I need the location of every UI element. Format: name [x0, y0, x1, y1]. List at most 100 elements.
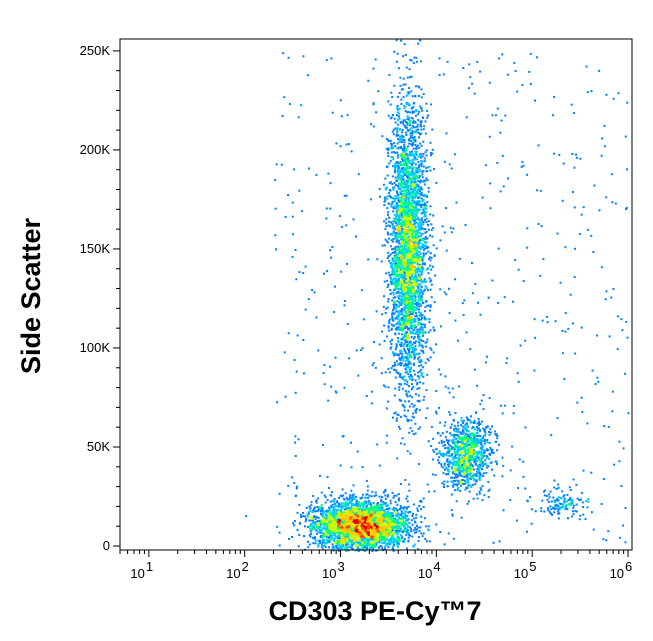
event-dot: [404, 389, 407, 392]
event-dot: [407, 145, 409, 148]
event-dot: [315, 510, 318, 513]
event-dot: [424, 132, 427, 135]
event-dot: [405, 366, 408, 369]
event-dot: [414, 298, 417, 301]
event-dot: [393, 169, 396, 172]
event-dot: [389, 293, 392, 295]
event-dot: [413, 369, 416, 372]
event-dot: [414, 150, 417, 153]
event-dot: [422, 323, 425, 326]
event-dot: [399, 84, 402, 87]
event-dot: [384, 177, 387, 180]
event-dot: [420, 132, 423, 135]
event-dot: [411, 110, 414, 113]
event-dot: [389, 340, 392, 343]
event-dot: [411, 124, 414, 127]
event-dot: [424, 228, 427, 231]
event-dot: [389, 225, 392, 228]
event-dot: [391, 263, 394, 265]
event-dot: [419, 267, 422, 270]
event-dot: [411, 150, 414, 153]
event-dot: [405, 394, 408, 397]
event-dot: [397, 178, 400, 181]
event-dot: [410, 322, 413, 325]
event-dot: [409, 228, 412, 231]
event-dot: [424, 306, 427, 309]
event-dot: [416, 128, 419, 131]
event-dot: [396, 300, 399, 303]
event-dot: [398, 212, 401, 215]
event-dot: [419, 265, 421, 267]
event-dot: [415, 239, 418, 242]
event-dot: [411, 95, 414, 98]
event-dot: [307, 511, 310, 514]
event-dot: [420, 156, 423, 159]
event-dot: [438, 368, 441, 371]
event-dot: [414, 147, 417, 150]
event-dot: [400, 361, 403, 364]
event-dot: [394, 348, 397, 351]
event-dot: [398, 303, 401, 306]
event-dot: [403, 211, 406, 214]
event-dot: [394, 272, 397, 275]
event-dot: [396, 128, 399, 131]
event-dot: [412, 219, 415, 222]
event-dot: [347, 535, 350, 538]
event-dot: [397, 248, 400, 251]
event-dot: [296, 511, 299, 514]
event-dot: [386, 197, 389, 200]
event-dot: [406, 295, 408, 298]
event-dot: [402, 359, 405, 362]
event-dot: [419, 339, 422, 342]
event-dot: [420, 299, 423, 302]
event-dot: [420, 107, 423, 110]
event-dot: [416, 328, 419, 331]
event-dot: [420, 349, 423, 352]
event-dot: [407, 260, 410, 263]
event-dot: [396, 252, 399, 255]
event-dot: [411, 256, 414, 259]
event-dot: [341, 532, 344, 535]
event-dot: [420, 128, 423, 131]
event-dot: [418, 352, 421, 355]
event-dot: [405, 314, 408, 317]
event-dot: [400, 257, 403, 260]
event-dot: [432, 244, 435, 247]
event-dot: [330, 506, 333, 509]
event-dot: [404, 316, 407, 319]
event-dot: [367, 497, 370, 500]
event-dot: [352, 542, 355, 545]
event-dot: [420, 314, 423, 317]
event-dot: [414, 259, 417, 262]
event-dot: [390, 367, 393, 370]
event-dot: [407, 116, 410, 119]
event-dot: [407, 353, 410, 356]
event-dot: [418, 263, 421, 266]
event-dot: [392, 506, 395, 509]
event-dot: [418, 463, 421, 466]
event-dot: [410, 227, 413, 230]
event-dot: [399, 270, 402, 273]
event-dot: [399, 185, 402, 188]
event-dot: [419, 232, 422, 235]
event-dot: [392, 205, 395, 208]
event-dot: [392, 247, 395, 250]
event-dot: [391, 259, 394, 262]
event-dot: [332, 515, 335, 518]
event-dot: [384, 312, 387, 314]
event-dot: [343, 526, 346, 528]
event-dot: [435, 343, 437, 346]
event-dot: [410, 519, 413, 522]
event-dot: [397, 211, 400, 214]
event-dot: [393, 289, 396, 291]
event-dot: [389, 280, 392, 283]
event-dot: [399, 415, 402, 418]
event-dot: [425, 217, 428, 220]
event-dot: [406, 287, 409, 290]
event-dot: [399, 343, 402, 346]
event-dot: [406, 180, 409, 183]
event-dot: [392, 210, 395, 213]
event-dot: [416, 237, 419, 240]
event-dot: [401, 227, 404, 230]
event-dot: [407, 336, 410, 339]
